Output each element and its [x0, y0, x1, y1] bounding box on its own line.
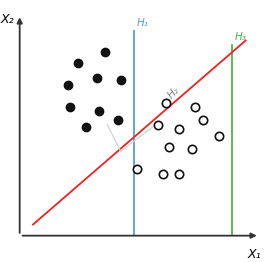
- Text: X₁: X₁: [248, 248, 261, 261]
- Text: X₂: X₂: [1, 13, 15, 26]
- Text: H₁: H₁: [137, 18, 149, 28]
- Text: H₃: H₃: [235, 32, 247, 42]
- Text: H₂: H₂: [166, 85, 181, 100]
